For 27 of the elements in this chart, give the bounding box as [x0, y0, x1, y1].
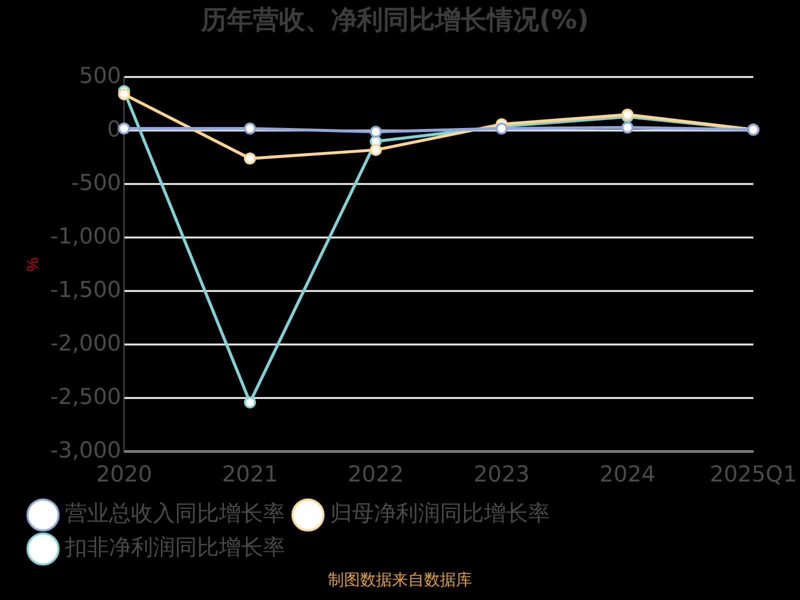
x-tick-label: 2025Q1 — [710, 462, 798, 488]
point — [244, 396, 256, 408]
point — [244, 122, 256, 135]
y-tick-label: -2,500 — [50, 384, 122, 410]
y-tick-label: -3,000 — [50, 438, 122, 464]
x-tick-label: 2023 — [474, 462, 530, 488]
y-tick-label: 500 — [79, 64, 122, 89]
x-tick-label: 2024 — [600, 462, 656, 488]
text: 制图数据来自数据库 — [327, 570, 473, 591]
x-tick-label: 2021 — [222, 462, 278, 488]
y-tick-label: -2,000 — [50, 331, 122, 356]
point — [370, 126, 382, 138]
chart-title: 历年营收、净利同比增长情况(%) — [200, 5, 589, 36]
y-tick-label: -1,000 — [50, 224, 122, 250]
point — [244, 152, 256, 164]
legend-label: 扣非净利润同比增长率 — [64, 536, 285, 561]
point — [370, 144, 382, 156]
y-tick-label: -1,500 — [50, 278, 122, 303]
x-tick-label: 2022 — [348, 462, 404, 488]
point — [118, 88, 130, 100]
y-tick-label: -500 — [71, 170, 122, 196]
point — [496, 122, 508, 135]
y-axis-title: % — [25, 257, 42, 272]
x-tick-label: 2020 — [96, 462, 152, 488]
legend-label: 营业总收入同比增长率 — [65, 502, 285, 527]
point — [622, 121, 634, 134]
legend-label: 归母净利润同比增长率 — [330, 502, 550, 527]
